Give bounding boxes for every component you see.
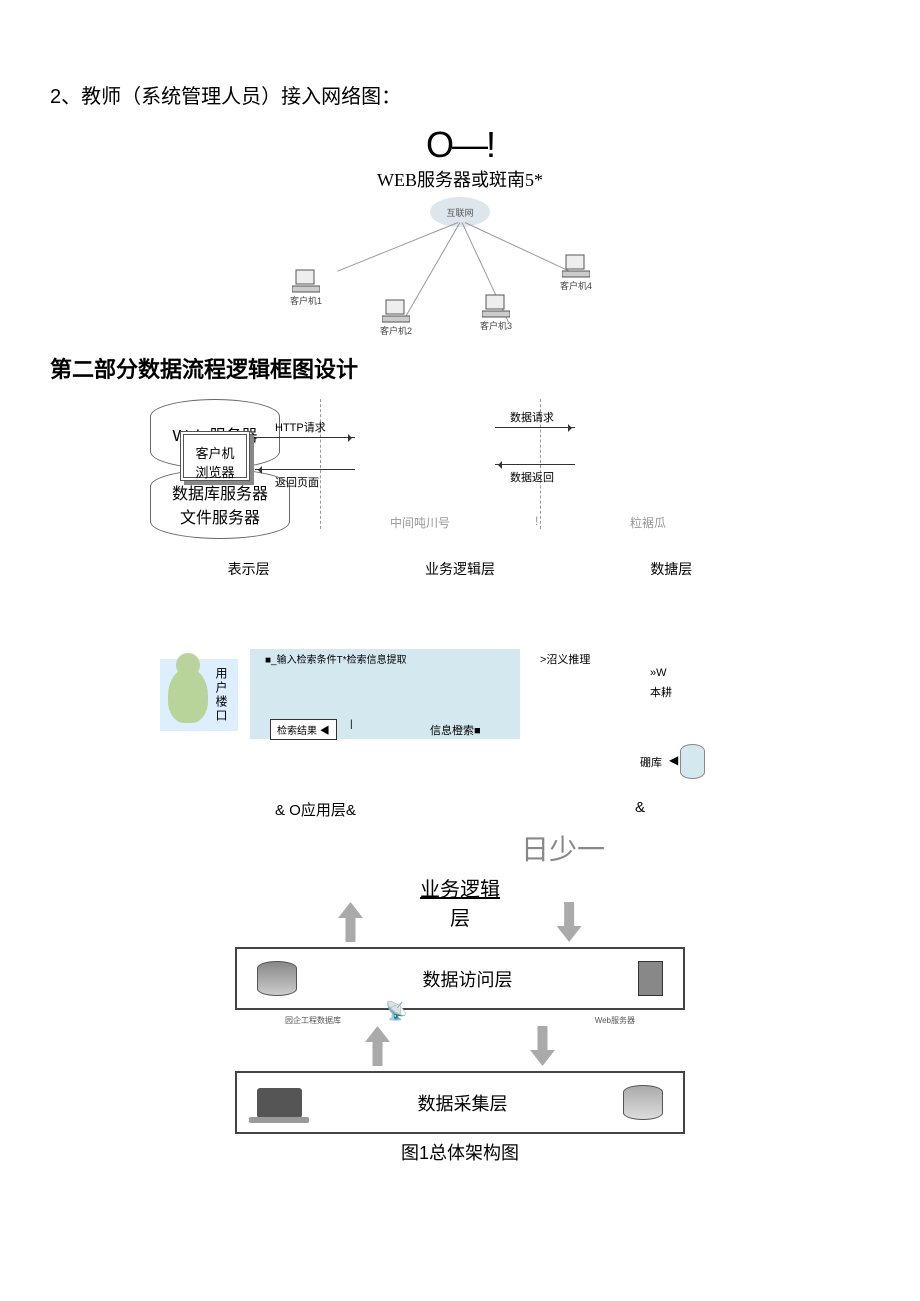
three-tier-diagram: 客户机 浏览器 Web 服务器 数据库服务器 文件服务器 HTTP请求 返回页面… [150,399,770,529]
network-diagram: O—! WEB服务器或斑南5* 互联网 客户机1 客户机2 客户机3 客户机4 [230,124,690,337]
arrow-data-request: 数据请求 [510,409,554,425]
arrow-return-page: 返回页面 [275,474,319,490]
data-collect-box: 数据采集层 [235,1071,685,1134]
client-node-3: 客户机3 [480,293,512,332]
middleware-label: 中间吨川号 [390,514,450,531]
reasoning-label: >沼义推理 [540,651,590,667]
laptop-icon [257,1088,302,1118]
info-search-label: 信息橙索■ [430,722,481,738]
server-icon [638,961,663,996]
w-label: »W [650,667,667,679]
client-tier-box: 客户机 浏览器 [180,431,250,481]
client-node-4: 客户机4 [560,253,592,292]
arrow-data-return: 数据返回 [510,469,554,485]
server-symbol: O—! [426,124,494,165]
layer-labels: 表示层 业务逻辑层 数搪层 [150,559,770,579]
search-input-label: ■_输入检索条件T*检索信息提取 [265,651,407,666]
search-result-box: 检索结果 ◀ [270,719,337,740]
figure-caption: 图1总体架构图 [235,1139,685,1165]
arrow-http-request: HTTP请求 [275,419,326,435]
section-heading-1: 2、教师（系统管理人员）接入网络图： [50,80,870,109]
app-layer-row: & O应用层& & [235,799,685,820]
client-node-2: 客户机2 [380,298,412,337]
database-icon [623,1085,663,1120]
business-logic-label: 业务逻辑 [235,873,685,902]
database-icon [257,961,297,996]
data-access-box: 数据访问层 [235,947,685,1010]
user-node: 用户楼口 [160,659,238,731]
architecture-diagram: & O应用层& & 日少一 业务逻辑 层 数据访问层 园企工程数据库 Web服务… [235,799,685,1165]
section-heading-2: 第二部分数据流程逻辑框图设计 [50,352,870,384]
data-label: 粒裾瓜 [630,514,666,531]
arrow-up-icon [338,902,363,942]
network-clients: 互联网 客户机1 客户机2 客户机3 客户机4 [310,197,610,337]
presentation-layer-label: 表示层 [228,559,270,579]
db-cylinder-icon: ◀ [680,744,705,779]
user-flow-diagram: 用户楼口 ■_输入检索条件T*检索信息提取 >沼义推理 »W 本耕 检索结果 ◀… [150,619,770,779]
server-label: WEB服务器或斑南5* [377,170,543,190]
server-node: O—! WEB服务器或斑南5* [230,124,690,192]
user-icon [168,668,208,723]
db-label: 硼库 [640,754,662,770]
business-layer-label: 业务逻辑层 [425,559,495,579]
client-node-1: 客户机1 [290,268,322,307]
arrow-down-icon [530,1026,555,1066]
kanji-text: 日少一 [235,828,685,868]
data-layer-label: 数搪层 [650,559,692,579]
bg-label: 本耕 [650,684,672,700]
arrow-down-icon [557,902,582,942]
arrow-up-icon [365,1026,390,1066]
antenna-icon: 📡 [385,1001,407,1022]
